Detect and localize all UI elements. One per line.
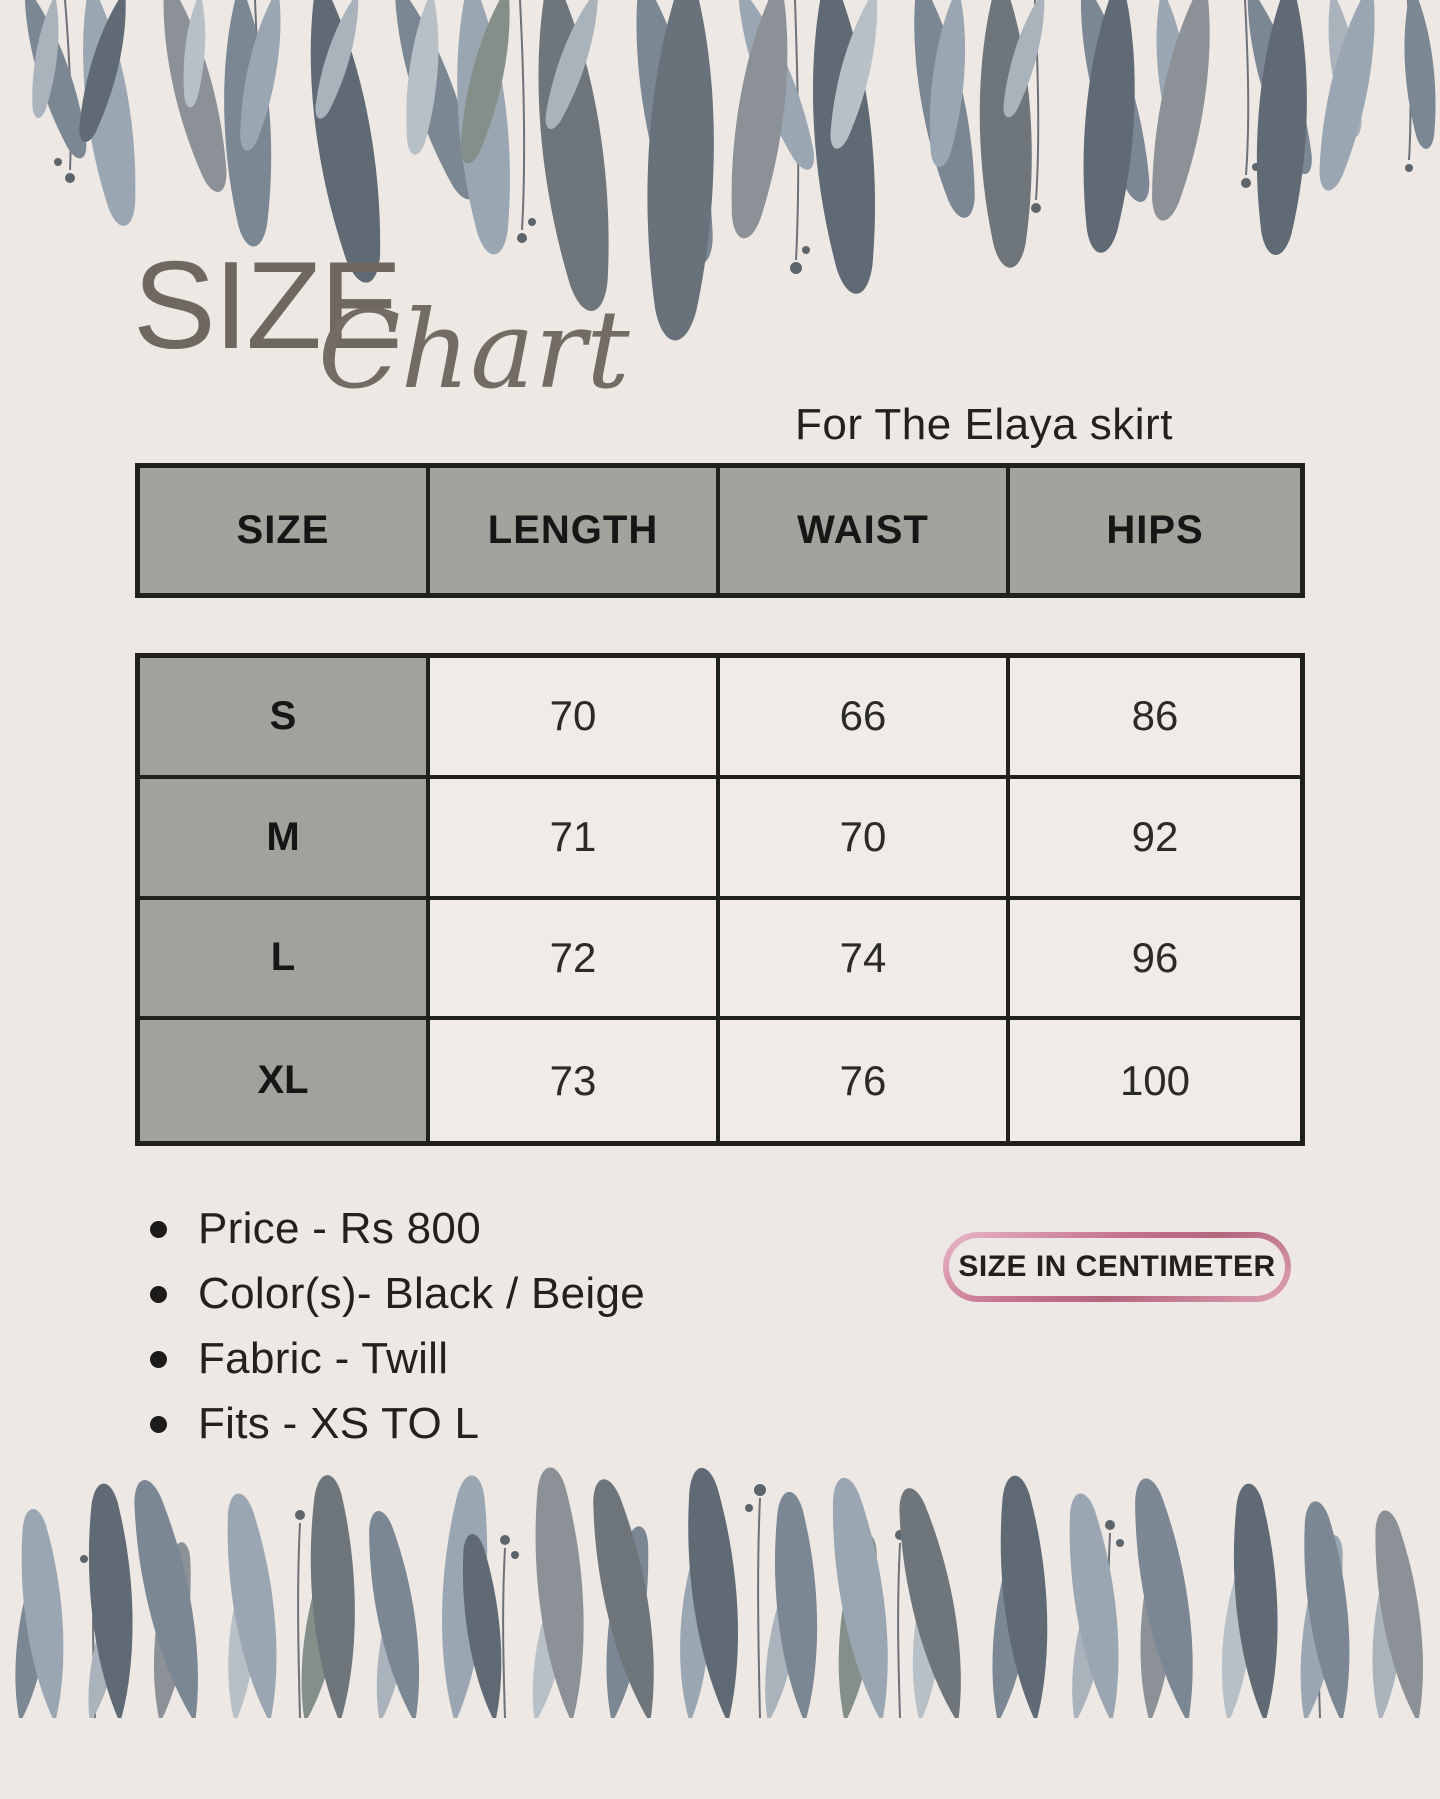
subtitle: For The Elaya skirt <box>795 400 1173 449</box>
size-label-cell: S <box>140 658 430 779</box>
list-item: Fits - XS TO L <box>150 1401 645 1447</box>
size-unit-badge-inner: SIZE IN CENTIMETER <box>949 1238 1285 1296</box>
detail-text: Price - Rs 800 <box>198 1204 481 1253</box>
measurement-cell: 70 <box>430 658 720 779</box>
measurement-cell: 70 <box>720 778 1010 900</box>
list-item: Color(s)- Black / Beige <box>150 1271 645 1317</box>
list-item: Price - Rs 800 <box>150 1206 645 1252</box>
size-unit-badge: SIZE IN CENTIMETER <box>943 1232 1291 1302</box>
detail-text: Fits - XS TO L <box>198 1399 480 1448</box>
header-cell-waist: WAIST <box>720 468 1010 593</box>
bullet-dot-icon <box>150 1285 167 1303</box>
list-item: Fabric - Twill <box>150 1336 645 1382</box>
measurement-cell: 96 <box>1010 900 1300 1021</box>
header-cell-length: LENGTH <box>430 468 720 593</box>
header-cell-size: SIZE <box>140 468 430 593</box>
measurement-cell: 74 <box>720 899 1010 1021</box>
bullet-dot-icon <box>150 1415 167 1433</box>
page-title-script: Chart <box>318 288 630 413</box>
measurement-cell: 100 <box>1119 1056 1191 1104</box>
bullet-dot-icon <box>150 1220 167 1238</box>
size-unit-badge-label: SIZE IN CENTIMETER <box>958 1250 1276 1283</box>
measurement-cell: 71 <box>430 778 720 900</box>
leaf-decoration-bottom <box>5 1465 1437 1718</box>
measurement-cell: 66 <box>720 658 1010 779</box>
header-cell-hips: HIPS <box>1106 508 1204 552</box>
product-details-list: Price - Rs 800 Color(s)- Black / Beige F… <box>150 1206 645 1466</box>
size-label-cell: XL <box>140 1020 430 1141</box>
size-label-cell: L <box>140 899 430 1021</box>
size-label-cell: M <box>140 778 430 900</box>
measurement-cell: 92 <box>1010 779 1300 900</box>
size-table-header: SIZE LENGTH WAIST HIPS <box>135 463 1305 598</box>
measurement-cell: 72 <box>430 899 720 1021</box>
detail-text: Color(s)- Black / Beige <box>198 1269 646 1318</box>
leaf-decoration-top <box>10 0 1440 342</box>
measurement-cell: 73 <box>430 1020 720 1141</box>
measurement-cell: 86 <box>1010 658 1300 779</box>
page-title: SIZE <box>133 237 403 375</box>
size-table-body: S 70 66 86 M 71 70 92 L 72 74 96 XL 73 7… <box>135 653 1305 1146</box>
detail-text: Fabric - Twill <box>198 1334 449 1383</box>
bullet-dot-icon <box>150 1350 167 1368</box>
measurement-cell: 76 <box>720 1020 1010 1141</box>
